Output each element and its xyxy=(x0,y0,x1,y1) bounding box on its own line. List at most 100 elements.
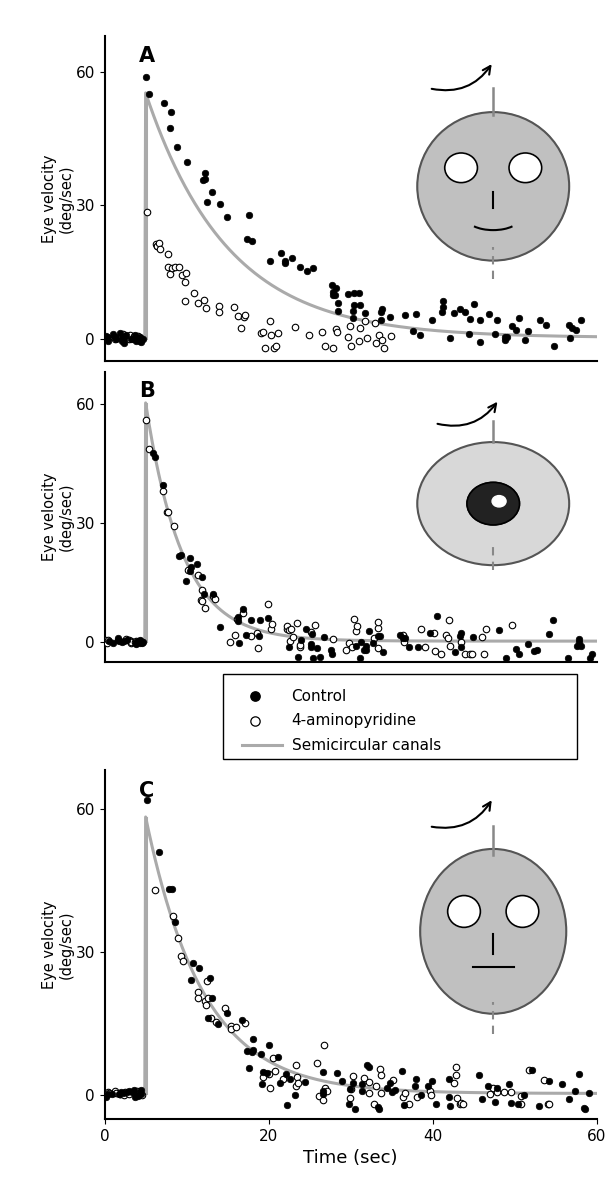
Text: C: C xyxy=(139,781,154,801)
Point xyxy=(200,170,210,189)
Point xyxy=(104,632,114,651)
Y-axis label: Eye velocity
(deg/sec): Eye velocity (deg/sec) xyxy=(42,900,74,989)
Point xyxy=(247,1042,256,1061)
Point xyxy=(478,645,488,664)
Point xyxy=(133,632,143,651)
Point xyxy=(514,645,524,664)
Point xyxy=(105,1084,114,1103)
Point xyxy=(373,1097,383,1116)
Point xyxy=(232,307,242,326)
Point xyxy=(475,332,485,351)
Point xyxy=(477,1090,487,1109)
Point xyxy=(507,316,517,336)
Point xyxy=(120,327,130,346)
Point xyxy=(165,102,175,122)
Point xyxy=(377,330,387,349)
Point xyxy=(295,635,305,654)
Point xyxy=(565,328,575,348)
Point xyxy=(214,297,224,316)
Point xyxy=(343,284,352,303)
Point xyxy=(290,1085,300,1104)
Point xyxy=(103,1083,113,1102)
Point xyxy=(456,633,466,652)
Point xyxy=(483,1077,493,1096)
Point xyxy=(117,328,127,348)
Point xyxy=(188,953,198,972)
Point xyxy=(133,1086,143,1106)
Point xyxy=(240,306,250,325)
Point xyxy=(282,620,292,639)
Point xyxy=(194,958,204,977)
Point xyxy=(376,302,386,321)
Point xyxy=(346,1079,356,1098)
Point xyxy=(357,1081,367,1101)
Point xyxy=(174,257,184,277)
Point xyxy=(404,638,414,657)
Point xyxy=(461,645,470,664)
Point xyxy=(423,1077,433,1096)
Point xyxy=(451,1057,461,1077)
Point xyxy=(416,1086,426,1106)
Point xyxy=(527,1060,537,1079)
Point xyxy=(199,170,208,189)
Point xyxy=(200,991,210,1011)
Point xyxy=(114,630,124,650)
Point xyxy=(124,1081,134,1101)
Point xyxy=(108,325,118,344)
Point xyxy=(169,906,178,925)
Point xyxy=(444,1088,454,1107)
Point xyxy=(291,1055,301,1074)
Point xyxy=(102,633,112,652)
Point xyxy=(456,638,466,657)
Point xyxy=(420,638,430,657)
Point xyxy=(437,302,447,321)
Point xyxy=(266,620,276,639)
Point xyxy=(355,648,365,668)
Point xyxy=(317,1081,327,1101)
Point xyxy=(361,641,371,660)
Point xyxy=(135,632,145,651)
Point xyxy=(569,1081,579,1101)
Point xyxy=(355,319,365,338)
Point xyxy=(129,1080,139,1100)
Point xyxy=(344,633,354,652)
Point xyxy=(314,1086,323,1106)
Point xyxy=(288,628,298,647)
Point xyxy=(563,648,573,668)
Point xyxy=(347,1073,357,1092)
Point xyxy=(375,627,385,646)
Point xyxy=(112,328,122,348)
Point xyxy=(519,1086,529,1106)
Point xyxy=(327,275,337,295)
Point xyxy=(163,244,173,263)
Point xyxy=(304,326,314,345)
Point xyxy=(469,294,479,313)
Y-axis label: Eye velocity
(deg/sec): Eye velocity (deg/sec) xyxy=(42,473,74,562)
Point xyxy=(514,1095,523,1114)
Point xyxy=(135,328,145,348)
Point xyxy=(427,1071,437,1090)
Point xyxy=(197,580,207,599)
Point xyxy=(291,1075,301,1095)
Point xyxy=(248,1030,258,1049)
Point xyxy=(159,94,169,113)
Point xyxy=(269,338,279,357)
Point xyxy=(199,585,208,604)
Point xyxy=(125,325,135,344)
Text: Control: Control xyxy=(292,689,347,704)
Point xyxy=(290,316,300,336)
Point xyxy=(137,333,146,352)
Point xyxy=(374,326,384,345)
Point xyxy=(103,1084,113,1103)
Point xyxy=(400,306,410,325)
Point xyxy=(257,1074,267,1094)
Point xyxy=(215,617,224,636)
Point xyxy=(177,546,186,565)
Point xyxy=(128,330,138,349)
Point xyxy=(292,614,302,633)
Point xyxy=(332,322,342,342)
Point xyxy=(278,1069,288,1089)
Point xyxy=(197,568,207,587)
Point xyxy=(141,410,151,429)
Point xyxy=(122,630,132,650)
